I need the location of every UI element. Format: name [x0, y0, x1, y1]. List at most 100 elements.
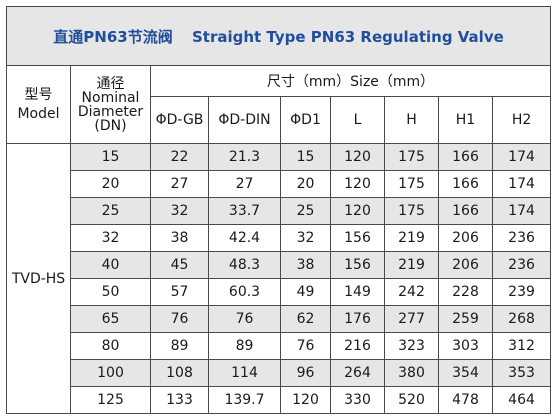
table-row: 125 133 139.7 120 330 520 478 464 [7, 386, 552, 414]
dimension-cell: 156 [330, 224, 385, 252]
dimension-cell: 48.3 [208, 251, 281, 279]
dn-header-en-3: (DN) [94, 117, 127, 134]
dimension-cell: 236 [491, 224, 552, 252]
dimension-cell: 149 [330, 278, 385, 306]
dimension-cell: 174 [491, 197, 552, 225]
dimension-cell: 76 [208, 305, 281, 333]
dimension-cell: 49 [280, 278, 331, 306]
dimension-cell: 242 [384, 278, 439, 306]
dimension-cell: 33.7 [208, 197, 281, 225]
dn-cell: 40 [70, 251, 151, 279]
dimension-cell: 219 [384, 224, 439, 252]
dimension-cell: 166 [438, 143, 493, 171]
dimension-cell: 89 [150, 332, 209, 360]
dimension-cell: 166 [438, 170, 493, 198]
size-header: 尺寸（mm）Size（mm） [149, 65, 552, 97]
dimension-cell: 312 [491, 332, 552, 360]
dimension-cell: 22 [150, 143, 209, 171]
dimension-cell: 120 [330, 197, 385, 225]
dn-cell: 20 [70, 170, 151, 198]
table-row: 32 38 42.4 32 156 219 206 236 [7, 224, 552, 252]
dimension-cell: 38 [280, 251, 331, 279]
col-header-od-din: ΦD-DIN [208, 96, 281, 144]
dimension-cell: 120 [330, 170, 385, 198]
dimension-cell: 96 [280, 359, 331, 387]
dimension-cell: 176 [330, 305, 385, 333]
dimension-cell: 156 [330, 251, 385, 279]
col-header-od-gb: ΦD-GB [150, 96, 209, 144]
dimension-cell: 206 [438, 251, 493, 279]
dimension-cell: 323 [384, 332, 439, 360]
table-row: 20 27 27 20 120 175 166 174 [7, 170, 552, 198]
table-title: 直通PN63节流阀 Straight Type PN63 Regulating … [5, 6, 552, 66]
dimension-cell: 133 [150, 386, 209, 414]
col-header-h: H [384, 96, 439, 144]
dimension-cell: 108 [150, 359, 209, 387]
col-header-l: L [330, 96, 385, 144]
dimension-cell: 25 [280, 197, 331, 225]
dimension-cell: 89 [208, 332, 281, 360]
dimension-cell: 62 [280, 305, 331, 333]
dimension-cell: 114 [208, 359, 281, 387]
dimension-cell: 303 [438, 332, 493, 360]
dimension-cell: 120 [280, 386, 331, 414]
dimension-cell: 353 [491, 359, 552, 387]
dimension-cell: 120 [330, 143, 385, 171]
dn-header-en-1: Nominal [81, 89, 140, 106]
model-cell: TVD-HS [6, 143, 71, 414]
dimension-cell: 520 [384, 386, 439, 414]
table-row: 80 89 89 76 216 323 303 312 [7, 332, 552, 360]
dimension-cell: 206 [438, 224, 493, 252]
table-row: 65 76 76 62 176 277 259 268 [7, 305, 552, 333]
dimension-cell: 27 [150, 170, 209, 198]
dimension-cell: 380 [384, 359, 439, 387]
dimension-cell: 464 [491, 386, 552, 414]
table-row: 100 108 114 96 264 380 354 353 [7, 359, 552, 387]
dimension-cell: 175 [384, 143, 439, 171]
dn-cell: 25 [70, 197, 151, 225]
dimension-cell: 175 [384, 170, 439, 198]
dimension-cell: 38 [150, 224, 209, 252]
dimension-cell: 27 [208, 170, 281, 198]
dimension-cell: 239 [491, 278, 552, 306]
dimension-cell: 60.3 [208, 278, 281, 306]
table-row: 50 57 60.3 49 149 242 228 239 [7, 278, 552, 306]
dimension-cell: 174 [491, 170, 552, 198]
dn-header-cn: 通径 [96, 75, 125, 92]
dimension-cell: 76 [280, 332, 331, 360]
dimension-cell: 45 [150, 251, 209, 279]
nominal-diameter-header: 通径 Nominal Diameter (DN) [70, 65, 151, 144]
dimension-cell: 32 [150, 197, 209, 225]
col-header-od1: ΦD1 [280, 96, 331, 144]
dimension-cell: 478 [438, 386, 493, 414]
dn-cell: 15 [70, 143, 151, 171]
dimension-cell: 76 [150, 305, 209, 333]
dn-header-en-2: Diameter [77, 103, 144, 120]
table-row: TVD-HS 15 22 21.3 15 120 175 166 174 [6, 143, 552, 414]
dn-cell: 32 [70, 224, 151, 252]
dimension-cell: 42.4 [208, 224, 281, 252]
table-row: 40 45 48.3 38 156 219 206 236 [7, 251, 552, 279]
dn-cell: 80 [70, 332, 151, 360]
dimension-cell: 20 [280, 170, 331, 198]
dimension-cell: 259 [438, 305, 493, 333]
table-row: 25 32 33.7 25 120 175 166 174 [7, 197, 552, 225]
dimension-cell: 166 [438, 197, 493, 225]
dimension-cell: 264 [330, 359, 385, 387]
dimension-cell: 219 [384, 251, 439, 279]
dimension-cell: 330 [330, 386, 385, 414]
model-header: 型号 Model [6, 65, 71, 144]
dimension-cell: 354 [438, 359, 493, 387]
dn-cell: 50 [70, 278, 151, 306]
dimension-cell: 175 [384, 197, 439, 225]
title-chinese: 直通PN63节流阀 [53, 27, 173, 46]
dimension-cell: 57 [150, 278, 209, 306]
col-header-h1: H1 [438, 96, 493, 144]
dn-cell: 100 [70, 359, 151, 387]
model-header-en: Model [17, 105, 60, 122]
valve-spec-table: 直通PN63节流阀 Straight Type PN63 Regulating … [5, 6, 552, 414]
dimension-cell: 32 [280, 224, 331, 252]
dn-cell: 125 [70, 386, 151, 414]
dimension-cell: 228 [438, 278, 493, 306]
dn-cell: 65 [70, 305, 151, 333]
